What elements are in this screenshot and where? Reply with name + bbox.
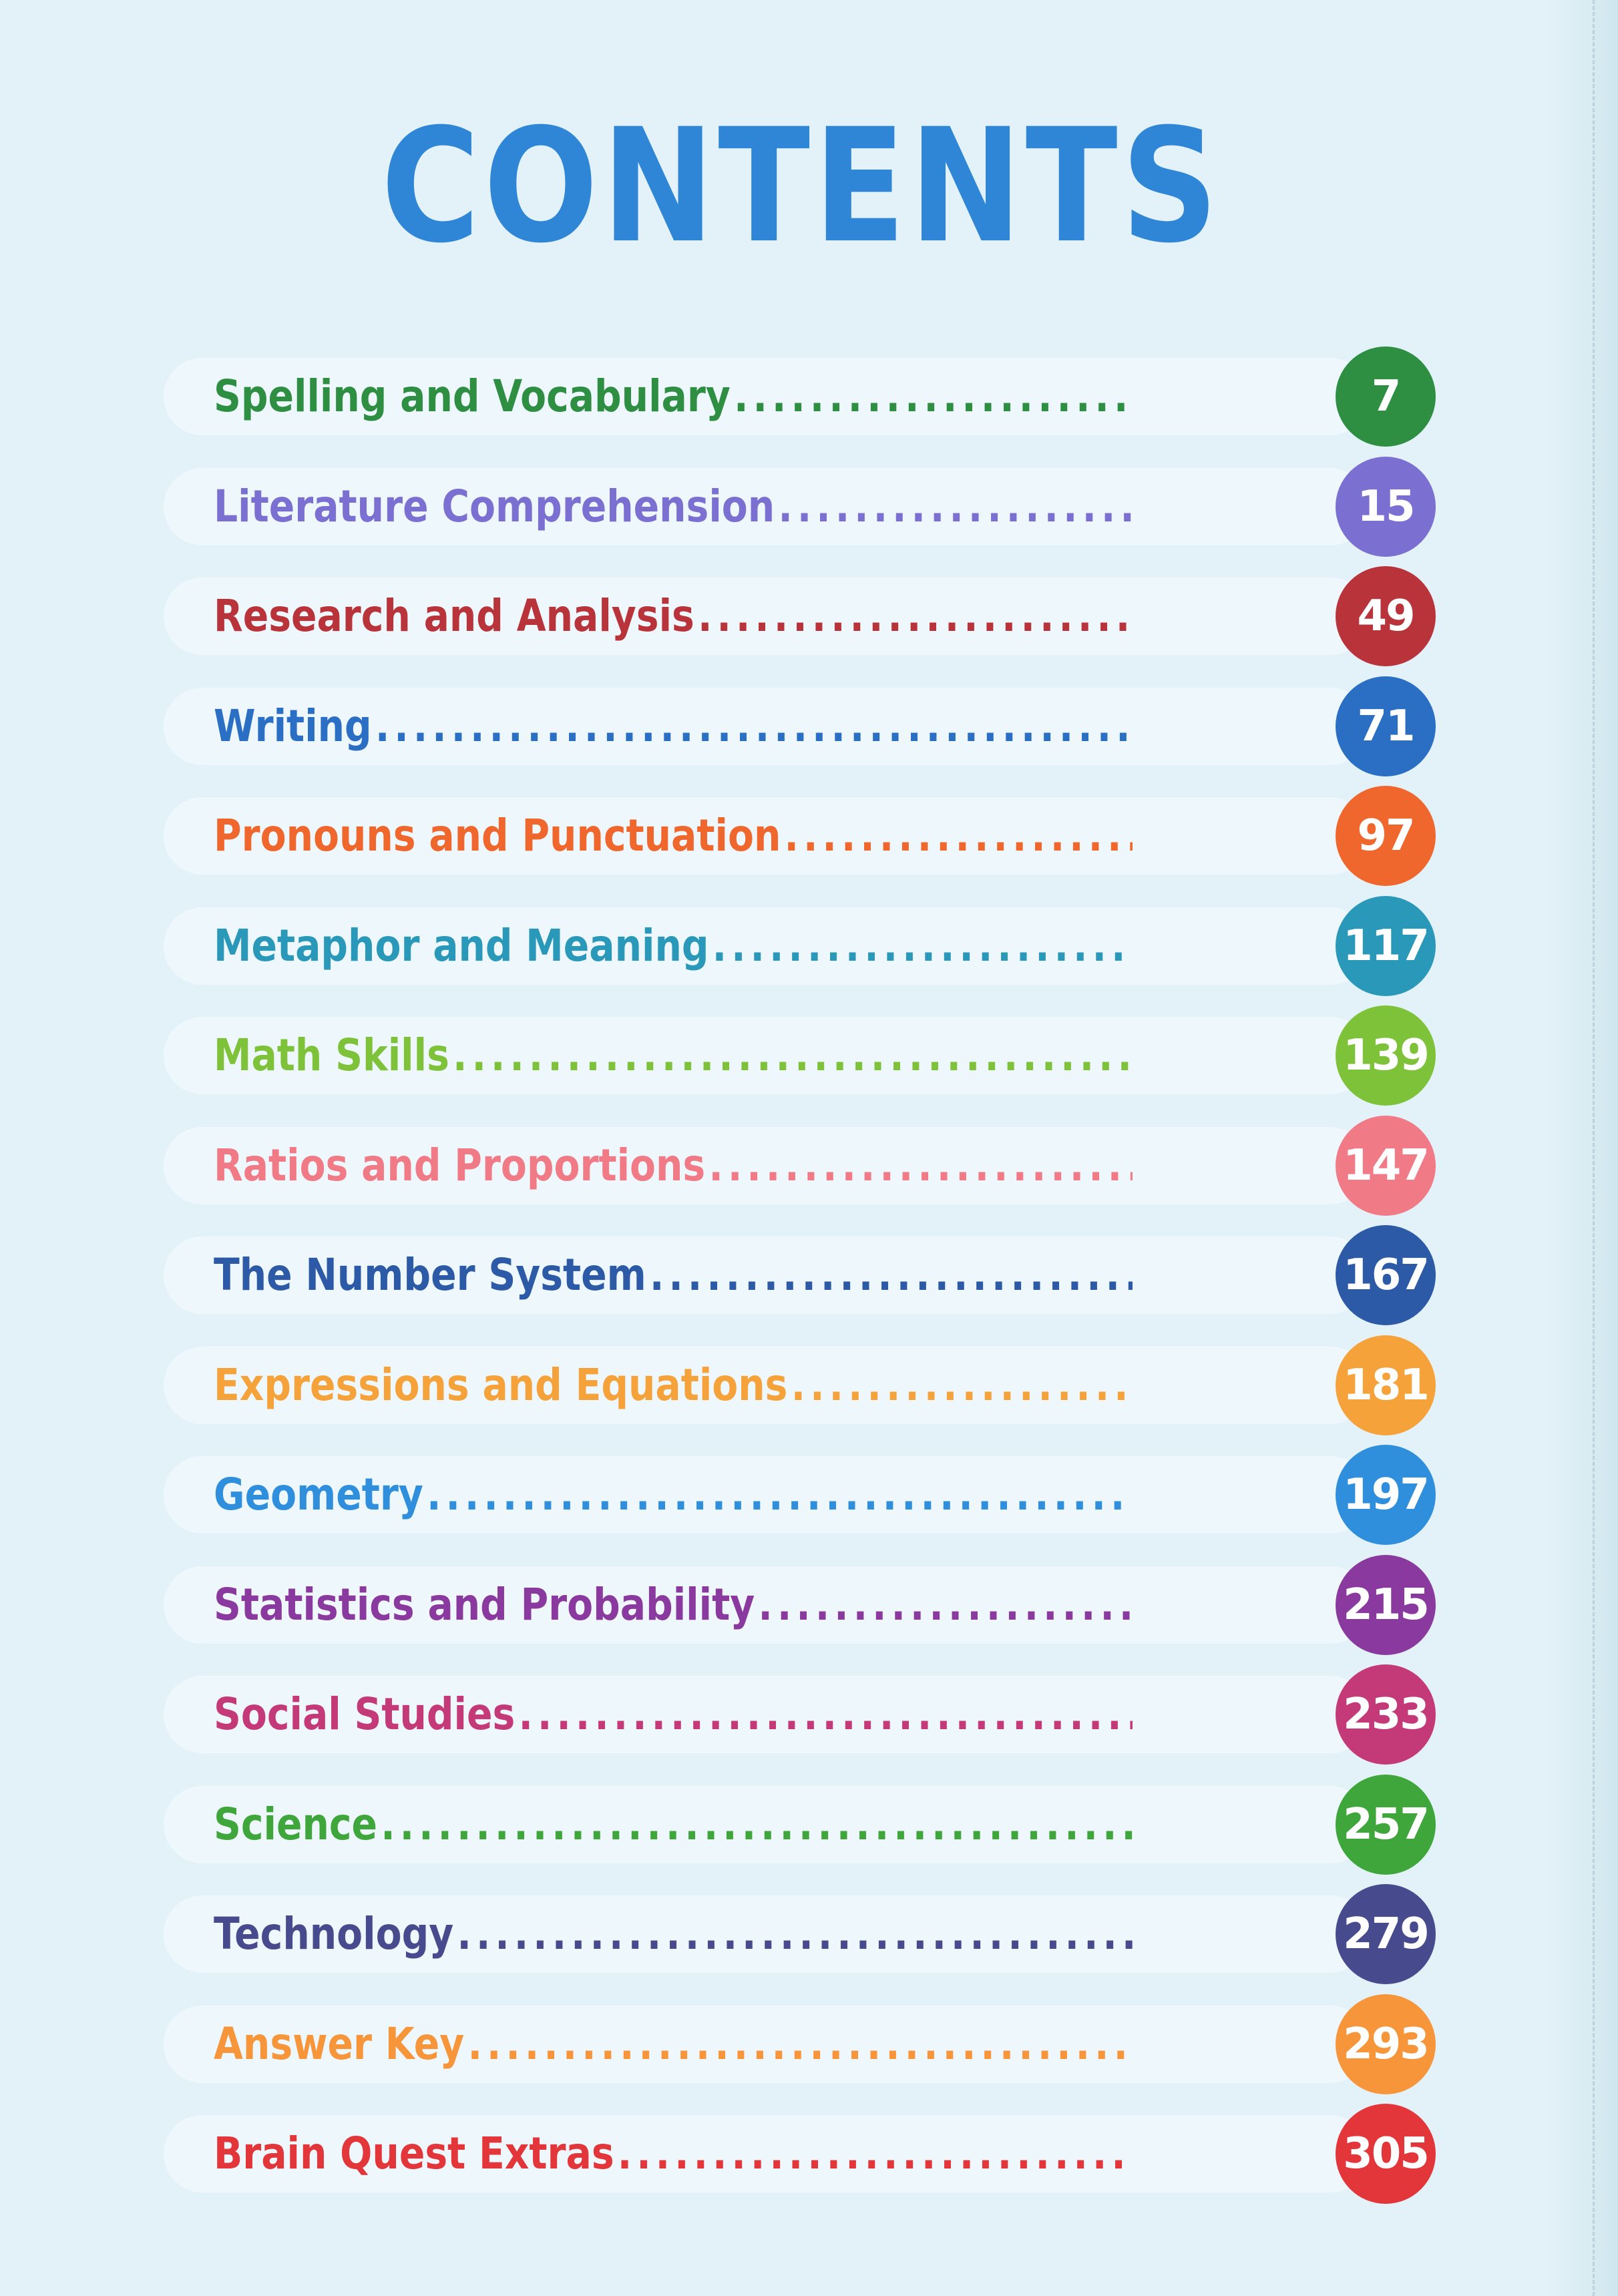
toc-entry-label: Answer Key..............................… [214, 2006, 1133, 2083]
toc-entry-title: Statistics and Probability [214, 1579, 755, 1630]
toc-entry-title: Technology [214, 1908, 454, 1960]
dot-leader: ........................................… [712, 920, 1133, 971]
toc-entry[interactable]: Geometry................................… [164, 1445, 1436, 1545]
toc-entry[interactable]: The Number System.......................… [164, 1225, 1436, 1325]
toc-entry[interactable]: Expressions and Equations...............… [164, 1335, 1436, 1435]
dot-leader: ........................................… [758, 1579, 1133, 1630]
toc-entry[interactable]: Technology..............................… [164, 1884, 1436, 1984]
toc-entry[interactable]: Answer Key..............................… [164, 1994, 1436, 2094]
toc-entry-title: Pronouns and Punctuation [214, 810, 781, 861]
dot-leader: ........................................… [784, 810, 1133, 861]
toc-entry[interactable]: Pronouns and Punctuation................… [164, 786, 1436, 886]
page-number-badge: 147 [1336, 1116, 1436, 1216]
toc-entry-title: Geometry [214, 1469, 423, 1520]
dot-leader: ........................................… [709, 1140, 1133, 1191]
page-number-badge: 293 [1336, 1994, 1436, 2094]
toc-entry-title: Brain Quest Extras [214, 2128, 614, 2179]
dot-leader: ........................................… [617, 2128, 1133, 2179]
toc-entry-title: Math Skills [214, 1029, 449, 1081]
toc-entry-label: Metaphor and Meaning....................… [214, 907, 1133, 985]
page-number-badge: 257 [1336, 1775, 1436, 1875]
toc-entry-title: Science [214, 1799, 378, 1850]
toc-entry-label: Spelling and Vocabulary.................… [214, 358, 1133, 435]
toc-entry[interactable]: Science.................................… [164, 1775, 1436, 1875]
toc-entry-label: Research and Analysis...................… [214, 578, 1133, 655]
toc-entry-label: Brain Quest Extras......................… [214, 2115, 1133, 2193]
toc-entry[interactable]: Spelling and Vocabulary.................… [164, 347, 1436, 447]
toc-entry-label: Science.................................… [214, 1786, 1133, 1863]
page-number-badge: 197 [1336, 1445, 1436, 1545]
toc-entry-label: Writing.................................… [214, 688, 1133, 765]
toc-entry-title: Research and Analysis [214, 590, 694, 642]
toc-entry[interactable]: Research and Analysis...................… [164, 566, 1436, 666]
page-number-badge: 181 [1336, 1335, 1436, 1435]
toc-entry[interactable]: Statistics and Probability..............… [164, 1555, 1436, 1655]
dot-leader: ........................................… [778, 481, 1133, 532]
dot-leader: ........................................… [375, 700, 1133, 752]
toc-entry[interactable]: Ratios and Proportions..................… [164, 1116, 1436, 1216]
toc-entry[interactable]: Brain Quest Extras......................… [164, 2104, 1436, 2204]
toc-entry-title: The Number System [214, 1249, 646, 1301]
page-number-badge: 139 [1336, 1005, 1436, 1106]
page-number-badge: 167 [1336, 1225, 1436, 1325]
dot-leader: ........................................… [733, 371, 1133, 422]
page-number-badge: 117 [1336, 896, 1436, 996]
toc-entry-label: Technology..............................… [214, 1895, 1133, 1973]
page-number-badge: 7 [1336, 347, 1436, 447]
toc-entry[interactable]: Literature Comprehension................… [164, 457, 1436, 557]
toc-entry-label: Literature Comprehension................… [214, 468, 1133, 545]
toc-entry[interactable]: Writing.................................… [164, 676, 1436, 776]
toc-entry-title: Answer Key [214, 2018, 465, 2070]
toc-entry-title: Expressions and Equations [214, 1359, 788, 1411]
dot-leader: ........................................… [457, 1908, 1133, 1960]
toc-entry[interactable]: Social Studies..........................… [164, 1664, 1436, 1765]
page-number-badge: 71 [1336, 676, 1436, 776]
dot-leader: ........................................… [518, 1688, 1133, 1740]
dot-leader: ........................................… [697, 590, 1133, 642]
page-number-badge: 15 [1336, 457, 1436, 557]
dot-leader: ........................................… [467, 2018, 1133, 2070]
toc-entry-title: Spelling and Vocabulary [214, 371, 731, 422]
page-title: CONTENTS [381, 95, 1222, 278]
toc-entry-label: Geometry................................… [214, 1456, 1133, 1534]
dot-leader: ........................................… [381, 1799, 1133, 1850]
page-number-badge: 305 [1336, 2104, 1436, 2204]
dot-leader: ........................................… [791, 1359, 1133, 1411]
toc-entry-title: Writing [214, 700, 372, 752]
page-fold-edge [1545, 0, 1618, 2296]
toc-entry[interactable]: Math Skills.............................… [164, 1005, 1436, 1106]
toc-entry-label: Ratios and Proportions..................… [214, 1127, 1133, 1204]
toc-entry[interactable]: Metaphor and Meaning....................… [164, 896, 1436, 996]
dot-leader: ........................................… [649, 1249, 1133, 1301]
page-number-badge: 233 [1336, 1664, 1436, 1765]
toc-entry-label: Expressions and Equations...............… [214, 1347, 1133, 1424]
toc-entry-title: Literature Comprehension [214, 481, 775, 532]
dot-leader: ........................................… [453, 1029, 1133, 1081]
toc-entry-label: The Number System.......................… [214, 1236, 1133, 1314]
page-number-badge: 215 [1336, 1555, 1436, 1655]
toc-entry-title: Ratios and Proportions [214, 1140, 706, 1191]
page-number-badge: 49 [1336, 566, 1436, 666]
toc-entry-label: Pronouns and Punctuation................… [214, 797, 1133, 875]
toc-entry-label: Social Studies..........................… [214, 1676, 1133, 1753]
toc-entry-title: Social Studies [214, 1688, 516, 1740]
page-number-badge: 279 [1336, 1884, 1436, 1984]
dot-leader: ........................................… [427, 1469, 1133, 1520]
page-number-badge: 97 [1336, 786, 1436, 886]
toc-entry-label: Statistics and Probability..............… [214, 1566, 1133, 1644]
toc-entry-label: Math Skills.............................… [214, 1017, 1133, 1094]
toc-entry-title: Metaphor and Meaning [214, 920, 709, 971]
